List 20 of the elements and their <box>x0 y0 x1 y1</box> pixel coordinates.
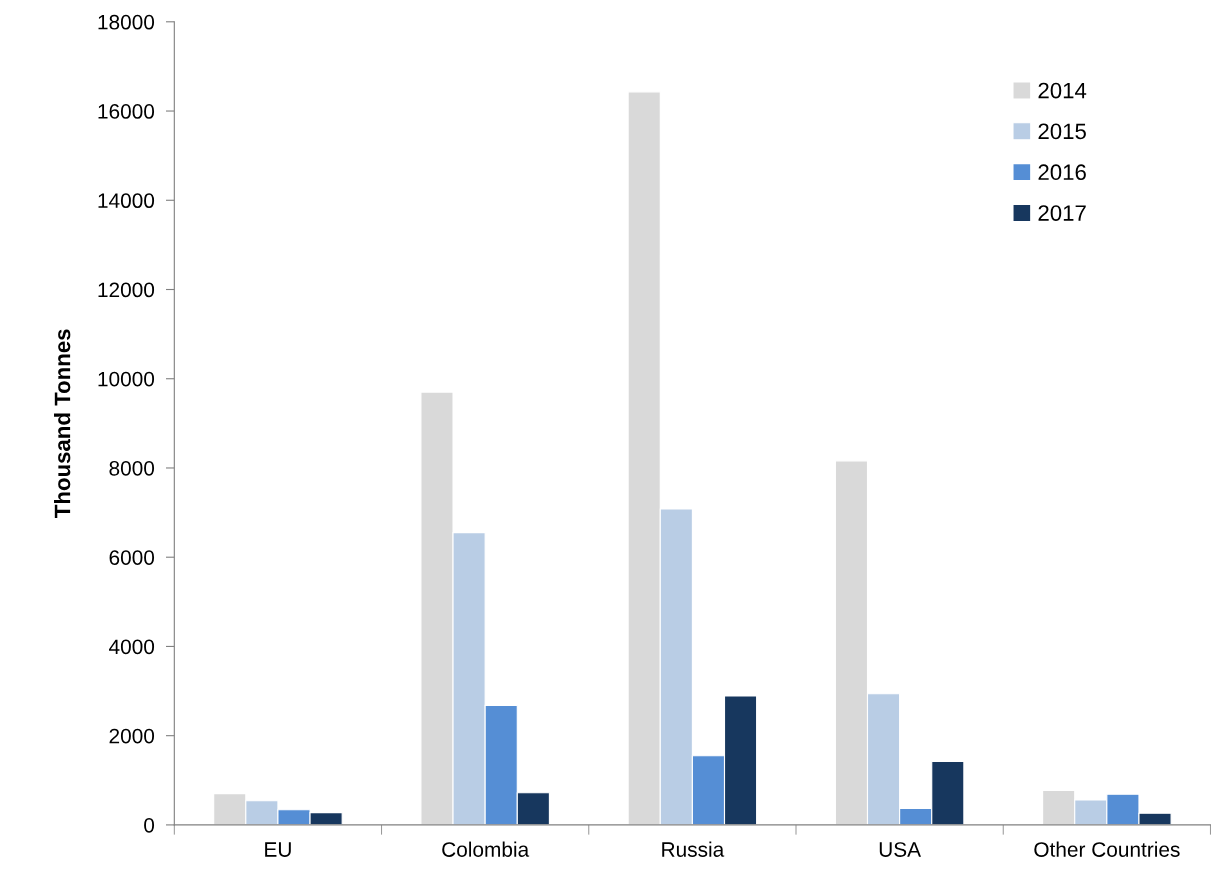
x-tick-label: Russia <box>662 841 725 857</box>
y-tick-label: 12000 <box>98 282 155 298</box>
x-tick-label: Colombia <box>442 841 530 857</box>
x-tick-label: EU <box>265 842 291 857</box>
legend-label: 2016 <box>1038 164 1086 181</box>
y-tick-label: 18000 <box>98 14 155 30</box>
legend-label: 2014 <box>1038 82 1087 99</box>
y-tick-label: 14000 <box>98 193 155 209</box>
y-tick-label: 2000 <box>109 728 155 744</box>
y-tick-label: 10000 <box>98 371 155 387</box>
y-tick-label: 8000 <box>109 460 155 476</box>
legend-label: 2015 <box>1038 123 1086 140</box>
x-tick-label: USA <box>879 842 921 857</box>
y-axis-title: Thousand Tonnes <box>54 329 71 518</box>
y-tick-label: 4000 <box>109 639 155 655</box>
x-tick-label: Other Countries <box>1034 841 1180 857</box>
y-tick-label: 6000 <box>109 550 155 565</box>
y-tick-label: 16000 <box>98 104 155 119</box>
legend-label: 2017 <box>1038 205 1086 221</box>
y-tick-label: 0 <box>144 817 155 833</box>
